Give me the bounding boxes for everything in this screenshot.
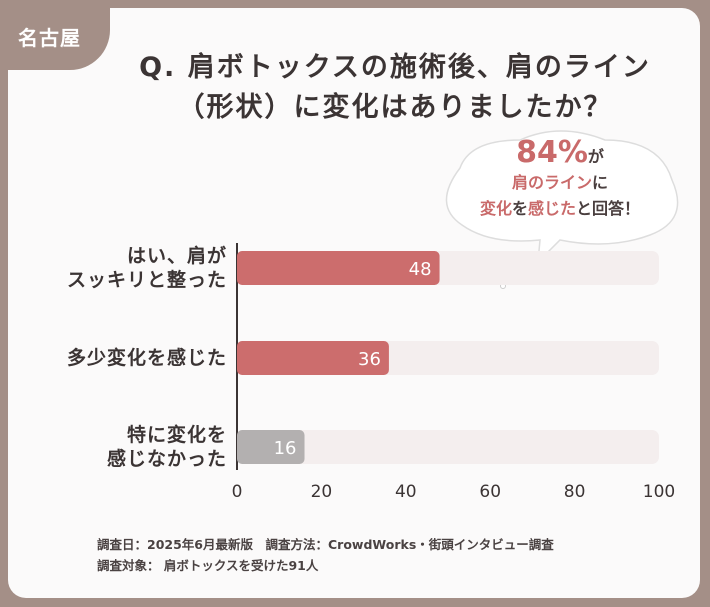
value-label: 48 xyxy=(409,259,432,280)
bar xyxy=(237,251,440,285)
footnote: 調査日：2025年6月最新版 調査方法：CrowdWorks・街頭インタビュー調… xyxy=(97,537,554,552)
footnote: 調査対象： 肩ボトックスを受けた91人 xyxy=(97,558,319,573)
annotation-text: を xyxy=(511,199,528,218)
value-label: 36 xyxy=(358,349,381,370)
annotation-text: 感じた xyxy=(528,199,577,218)
annotation: 84%が 肩のラインに 変化を感じたと回答！ xyxy=(448,138,672,222)
x-tick-label: 60 xyxy=(479,482,501,502)
category-label: 多少変化を感じた xyxy=(66,347,227,369)
bar xyxy=(237,430,305,464)
x-tick-label: 80 xyxy=(564,482,586,502)
category-label: 特に変化を 感じなかった xyxy=(106,424,227,470)
tag: 名古屋 xyxy=(0,0,110,70)
chart-title: Q. 肩ボトックスの施術後、肩のライン （形状）に変化はありましたか？ xyxy=(139,52,651,123)
x-tick-label: 100 xyxy=(643,482,675,502)
annotation-text: 変化 xyxy=(479,199,512,218)
annotation-line: 84%が xyxy=(448,138,672,170)
x-tick-label: 20 xyxy=(311,482,333,502)
annotation-text: 84% xyxy=(516,135,588,170)
annotation-text: 肩のライン xyxy=(511,173,592,192)
annotation-text: に xyxy=(592,173,609,192)
category-label: はい、肩が スッキリと整った xyxy=(66,245,227,291)
value-label: 16 xyxy=(274,438,297,459)
card xyxy=(8,8,700,598)
bar xyxy=(237,341,389,375)
speech-bubble xyxy=(445,130,679,264)
annotation-text: と回答！ xyxy=(576,199,641,218)
annotation-text: が xyxy=(587,147,604,166)
bar-track xyxy=(237,430,659,464)
x-tick-label: 0 xyxy=(232,482,243,502)
annotation-line: 変化を感じたと回答！ xyxy=(448,196,672,222)
annotation-line: 肩のラインに xyxy=(448,170,672,196)
x-tick-label: 40 xyxy=(395,482,417,502)
